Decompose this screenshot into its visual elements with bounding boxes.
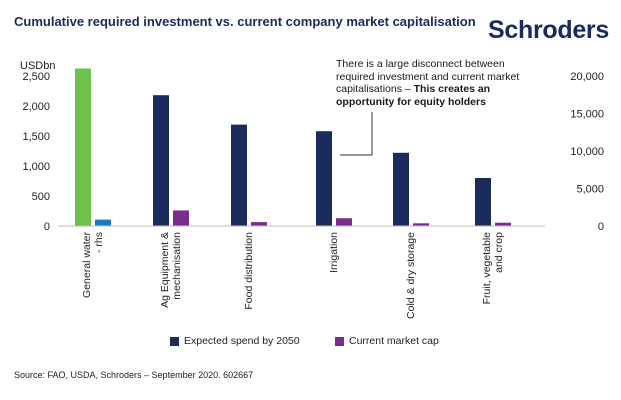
bar-market-cap [173,210,189,226]
bar-market-cap [495,222,511,226]
y-right-tick-label: 10,000 [570,146,604,158]
legend-item-market-cap: Current market cap [335,335,439,347]
y-left-tick-label: 1,000 [22,161,50,173]
x-category-label-line: - rhs [93,232,105,253]
bar-general-water-market-cap [95,219,111,226]
legend-label-expected: Expected spend by 2050 [184,335,300,347]
x-category-label: Food distribution [243,232,255,310]
bar-expected-spend [475,178,491,226]
bar-expected-spend [231,124,247,226]
legend-swatch-expected [170,336,179,346]
x-category-label-line: Fruit, vegetable [481,232,493,305]
x-category-label: Irrigation [328,232,340,273]
annotation-text: There is a large disconnect between requ… [336,58,520,95]
x-category-label: Cold & dry storage [405,232,417,319]
x-category-label-line: Food distribution [243,232,255,310]
bar-general-water-expected-spend [75,68,91,226]
chart-title: Cumulative required investment vs. curre… [14,14,476,29]
y-right-tick-label: 0 [598,221,604,233]
y-left-tick-label: 2,500 [22,71,50,83]
x-category-label-line: mechanisation [171,232,183,300]
y-right-tick-label: 20,000 [570,71,604,83]
bar-expected-spend [316,131,332,226]
x-category-label: General water - rhs [81,232,105,298]
legend-item-expected-spend: Expected spend by 2050 [170,335,300,347]
y-right-tick-label: 15,000 [570,109,604,121]
bar-expected-spend [393,152,409,226]
bar-expected-spend [153,95,169,226]
schroders-logo: Schroders [488,16,609,44]
legend-swatch-market [335,336,344,346]
x-category-label-line: Irrigation [328,232,340,273]
annotation-bold-text: This creates an opportunity for equity h… [336,83,491,108]
annotation-leader-line [340,112,373,156]
y-right-tick-label: 5,000 [576,184,604,196]
x-category-label-line: Ag Equipment & [159,232,171,308]
y-left-tick-label: 1,500 [22,131,50,143]
x-category-label-line: General water [81,232,93,298]
x-category-label: Fruit, vegetable and crop [481,232,505,305]
source-note: Source: FAO, USDA, Schroders – September… [14,370,254,380]
y-axis-left-label: USDbn [20,60,56,72]
y-left-tick-label: 2,000 [22,101,50,113]
y-left-tick-label: 0 [44,221,50,233]
bar-market-cap [336,218,352,226]
chart-annotation: There is a large disconnect between requ… [336,58,542,108]
bar-market-cap [413,223,429,226]
legend-label-market: Current market cap [349,335,439,347]
y-left-tick-label: 500 [32,191,50,203]
bar-market-cap [251,222,267,226]
x-category-label-line: Cold & dry storage [405,232,417,319]
x-category-label-line: and crop [493,232,505,273]
x-category-label: Ag Equipment & mechanisation [159,232,183,308]
